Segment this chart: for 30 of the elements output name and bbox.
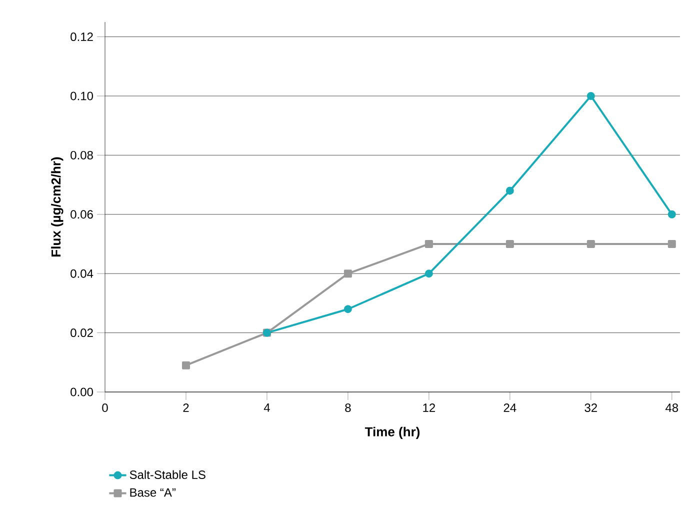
point (344, 270, 352, 278)
y-tick-label: 0.12 (70, 32, 93, 42)
x-tick-label: 4 (264, 404, 270, 412)
point (586, 92, 595, 100)
y-tick-label: 0.06 (70, 210, 93, 219)
point (668, 240, 676, 248)
x-tick-label: 32 (584, 404, 597, 412)
x-tick-label: 8 (345, 404, 351, 412)
x-axis-title: Time (hr) (364, 426, 420, 439)
point (668, 210, 676, 218)
point (424, 240, 433, 248)
point (586, 240, 595, 248)
y-tick-label: 0.04 (70, 269, 94, 278)
y-tick-label: 0.02 (70, 328, 93, 338)
legend-label: Salt-Stable LS (130, 470, 206, 479)
x-tick-label: 12 (423, 404, 436, 412)
x-tick-label: 0 (102, 404, 108, 412)
y-tick-label: 0.08 (70, 150, 93, 160)
point (506, 240, 514, 248)
point (182, 361, 190, 370)
legend-label: Base “A” (130, 488, 176, 497)
point (506, 186, 514, 195)
y-tick-label: 0.00 (70, 388, 94, 396)
point (344, 305, 352, 314)
point (424, 270, 433, 278)
y-tick-label: 0.10 (70, 92, 94, 100)
x-tick-label: 48 (666, 404, 678, 412)
x-tick-label: 24 (504, 404, 516, 412)
y-axis-title: Flux (µg/cm2/hr) (51, 157, 64, 256)
x-tick-label: 2 (183, 404, 189, 412)
